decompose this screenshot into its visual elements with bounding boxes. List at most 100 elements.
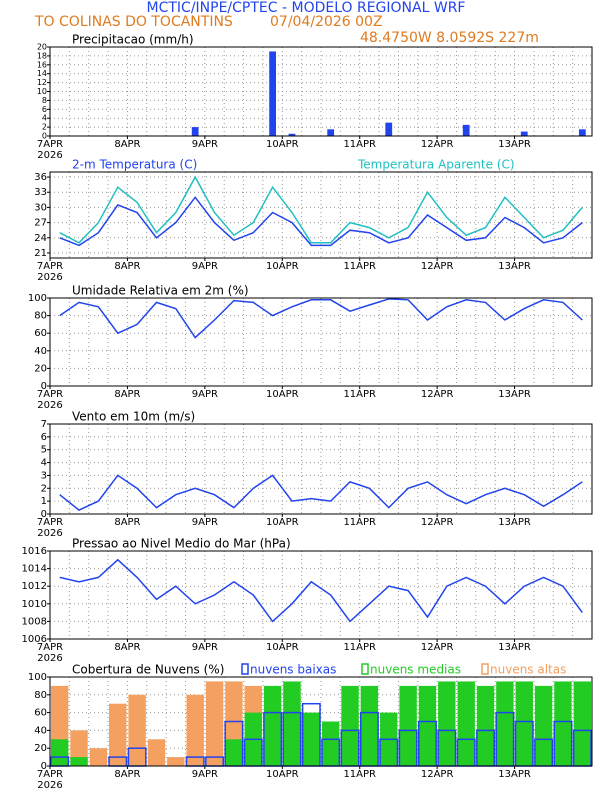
x-tick-label: 11APR	[343, 139, 376, 150]
bar	[515, 681, 533, 766]
y-tick-label: 80	[34, 690, 47, 701]
x-tick-label: 12APR	[421, 389, 454, 400]
y-tick-label: 2	[41, 483, 47, 494]
y-tick-label: 0	[42, 132, 47, 141]
bar	[438, 681, 456, 766]
bar	[321, 721, 340, 766]
y-tick-label: 1	[41, 496, 47, 507]
y-tick-label: 1014	[22, 564, 47, 575]
x-tick-label: 9APR	[192, 139, 218, 150]
bar	[269, 51, 276, 137]
bar	[496, 681, 514, 766]
y-tick-label: 36	[34, 172, 47, 183]
bar	[520, 131, 528, 136]
x-year: 2026	[37, 400, 62, 411]
x-tick-label: 7APR	[37, 642, 63, 653]
legend-label: nuvens medias	[370, 663, 461, 677]
bar	[225, 739, 243, 766]
bar	[147, 739, 166, 766]
plot-frame	[49, 297, 593, 387]
x-tick-label: 13APR	[498, 642, 531, 653]
plot-frame	[49, 550, 593, 640]
bar	[578, 129, 586, 136]
y-tick-label: 60	[34, 328, 47, 339]
x-tick-label: 7APR	[37, 139, 63, 150]
x-tick-label: 10APR	[266, 517, 299, 528]
y-tick-label: 24	[34, 233, 47, 244]
y-tick-label: 60	[34, 708, 47, 719]
y-tick-label: 1010	[22, 599, 47, 610]
bar	[89, 748, 108, 766]
page-title: MCTIC/INPE/CPTEC - MODELO REGIONAL WRF	[147, 0, 466, 16]
legend-label: Temperatura Aparente (C)	[357, 158, 515, 172]
x-tick-label: 9APR	[192, 769, 218, 780]
x-tick-label: 7APR	[37, 389, 63, 400]
y-tick-label: 30	[34, 202, 47, 213]
x-year: 2026	[37, 150, 62, 161]
location: TO COLINAS DO TOCANTINS	[34, 14, 233, 30]
y-tick-label: 0	[41, 381, 47, 392]
legend-label: nuvens baixas	[250, 663, 336, 677]
bar	[186, 694, 204, 766]
y-tick-label: 2	[42, 123, 47, 132]
bar	[385, 122, 393, 136]
y-tick-label: 100	[28, 293, 47, 304]
y-tick-label: 20	[34, 363, 47, 374]
x-tick-label: 10APR	[266, 139, 299, 150]
x-tick-label: 11APR	[343, 769, 376, 780]
x-tick-label: 12APR	[421, 642, 454, 653]
run-time: 07/04/2026 00Z	[270, 14, 383, 30]
y-tick-label: 40	[34, 346, 47, 357]
bar	[554, 681, 572, 766]
x-tick-label: 11APR	[343, 389, 376, 400]
y-tick-label: 3	[41, 470, 47, 481]
y-tick-label: 4	[41, 458, 47, 469]
bar	[288, 133, 296, 136]
bar	[418, 685, 437, 766]
y-tick-label: 1016	[22, 546, 47, 557]
bar	[50, 739, 69, 766]
bar	[360, 685, 379, 766]
bar	[109, 703, 127, 766]
y-tick-label: 6	[42, 105, 47, 114]
y-tick-label: 27	[34, 218, 47, 229]
x-tick-label: 11APR	[343, 642, 376, 653]
y-tick-label: 1008	[22, 616, 47, 627]
bar	[457, 681, 475, 766]
bar	[476, 685, 495, 766]
x-tick-label: 10APR	[266, 769, 299, 780]
legend-swatch	[241, 663, 249, 675]
x-tick-label: 13APR	[498, 389, 531, 400]
bar	[302, 712, 321, 766]
y-tick-label: 20	[37, 43, 47, 52]
x-tick-label: 13APR	[498, 139, 531, 150]
y-tick-label: 20	[34, 743, 47, 754]
y-tick-label: 1012	[22, 581, 47, 592]
line	[59, 196, 583, 247]
y-tick-label: 0	[41, 761, 47, 772]
y-tick-label: 6	[41, 432, 47, 443]
x-tick-label: 13APR	[498, 769, 531, 780]
plot-frame	[49, 423, 593, 515]
x-tick-label: 8APR	[114, 769, 140, 780]
y-tick-label: 14	[37, 69, 47, 78]
y-tick-label: 16	[37, 60, 47, 69]
y-tick-label: 40	[34, 725, 47, 736]
panel-title: Cobertura de Nuvens (%)	[72, 663, 224, 677]
x-tick-label: 11APR	[343, 517, 376, 528]
x-year: 2026	[37, 528, 62, 539]
line	[59, 558, 583, 623]
x-tick-label: 10APR	[266, 261, 299, 272]
x-tick-label: 13APR	[498, 261, 531, 272]
panel-title: Umidade Relativa em 2m (%)	[72, 284, 249, 298]
y-tick-label: 10	[37, 87, 47, 96]
bar	[573, 681, 592, 766]
x-tick-label: 8APR	[114, 642, 140, 653]
x-year: 2026	[37, 272, 62, 283]
y-tick-label: 21	[34, 248, 47, 259]
x-tick-label: 7APR	[37, 517, 63, 528]
y-tick-label: 80	[34, 311, 47, 322]
x-year: 2026	[37, 653, 62, 664]
y-tick-label: 33	[34, 187, 47, 198]
plot-frame	[49, 171, 593, 259]
